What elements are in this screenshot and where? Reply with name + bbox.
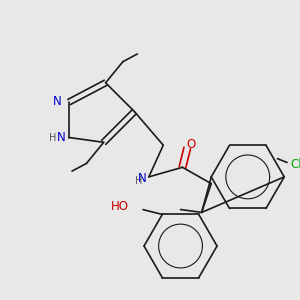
Text: N: N — [53, 95, 62, 109]
Text: H: H — [49, 133, 57, 142]
Text: N: N — [138, 172, 147, 185]
Text: Cl: Cl — [291, 158, 300, 171]
Text: H: H — [135, 176, 142, 186]
Text: N: N — [56, 131, 65, 144]
Text: HO: HO — [111, 200, 129, 213]
Text: O: O — [187, 138, 196, 151]
